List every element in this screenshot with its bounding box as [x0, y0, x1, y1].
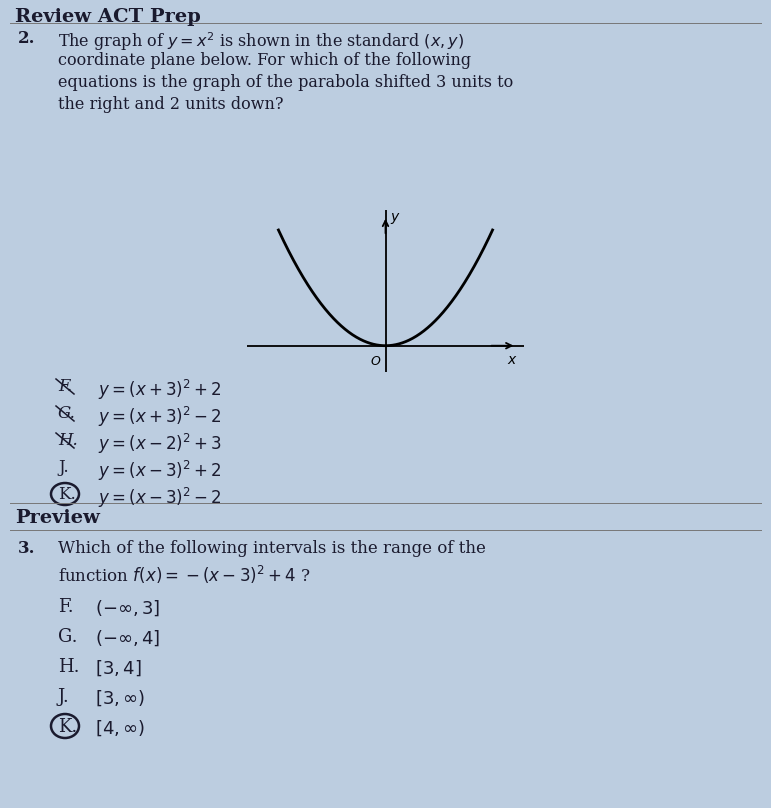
Text: coordinate plane below. For which of the following: coordinate plane below. For which of the… [58, 52, 471, 69]
Text: $y = (x-3)^2 - 2$: $y = (x-3)^2 - 2$ [98, 486, 222, 510]
Text: J.: J. [58, 688, 69, 706]
Text: G.: G. [58, 628, 78, 646]
Text: The graph of $y = x^2$ is shown in the standard $(x,y)$: The graph of $y = x^2$ is shown in the s… [58, 30, 464, 53]
Text: $O$: $O$ [369, 356, 381, 368]
Text: $(-\infty, 3]$: $(-\infty, 3]$ [95, 598, 160, 617]
Text: $[4, \infty)$: $[4, \infty)$ [95, 718, 145, 738]
Text: equations is the graph of the parabola shifted 3 units to: equations is the graph of the parabola s… [58, 74, 513, 91]
Text: Review ACT Prep: Review ACT Prep [15, 8, 200, 26]
Text: K.: K. [58, 718, 77, 736]
Text: F.: F. [58, 378, 72, 395]
Text: H.: H. [58, 432, 78, 449]
Text: Preview: Preview [15, 509, 100, 527]
Text: J.: J. [58, 459, 69, 476]
Text: $[3, \infty)$: $[3, \infty)$ [95, 688, 145, 708]
Text: $y = (x-2)^2 + 3$: $y = (x-2)^2 + 3$ [98, 432, 222, 456]
Text: $(-\infty, 4]$: $(-\infty, 4]$ [95, 628, 160, 647]
Text: Which of the following intervals is the range of the: Which of the following intervals is the … [58, 540, 486, 557]
Text: K.: K. [58, 486, 76, 503]
Text: 3.: 3. [18, 540, 35, 557]
Text: $y = (x+3)^2 - 2$: $y = (x+3)^2 - 2$ [98, 405, 222, 429]
Text: the right and 2 units down?: the right and 2 units down? [58, 96, 284, 113]
Text: F.: F. [58, 598, 73, 616]
Text: $x$: $x$ [507, 353, 518, 367]
Text: $y = (x-3)^2 + 2$: $y = (x-3)^2 + 2$ [98, 459, 222, 483]
Text: H.: H. [58, 658, 79, 676]
Text: $y$: $y$ [390, 211, 401, 226]
Text: 2.: 2. [18, 30, 35, 47]
Text: $y = (x+3)^2 + 2$: $y = (x+3)^2 + 2$ [98, 378, 222, 402]
Text: $[3, 4]$: $[3, 4]$ [95, 658, 142, 678]
Text: G.: G. [58, 405, 76, 422]
Text: function $f(x) = -(x-3)^2 + 4$ ?: function $f(x) = -(x-3)^2 + 4$ ? [58, 564, 311, 586]
